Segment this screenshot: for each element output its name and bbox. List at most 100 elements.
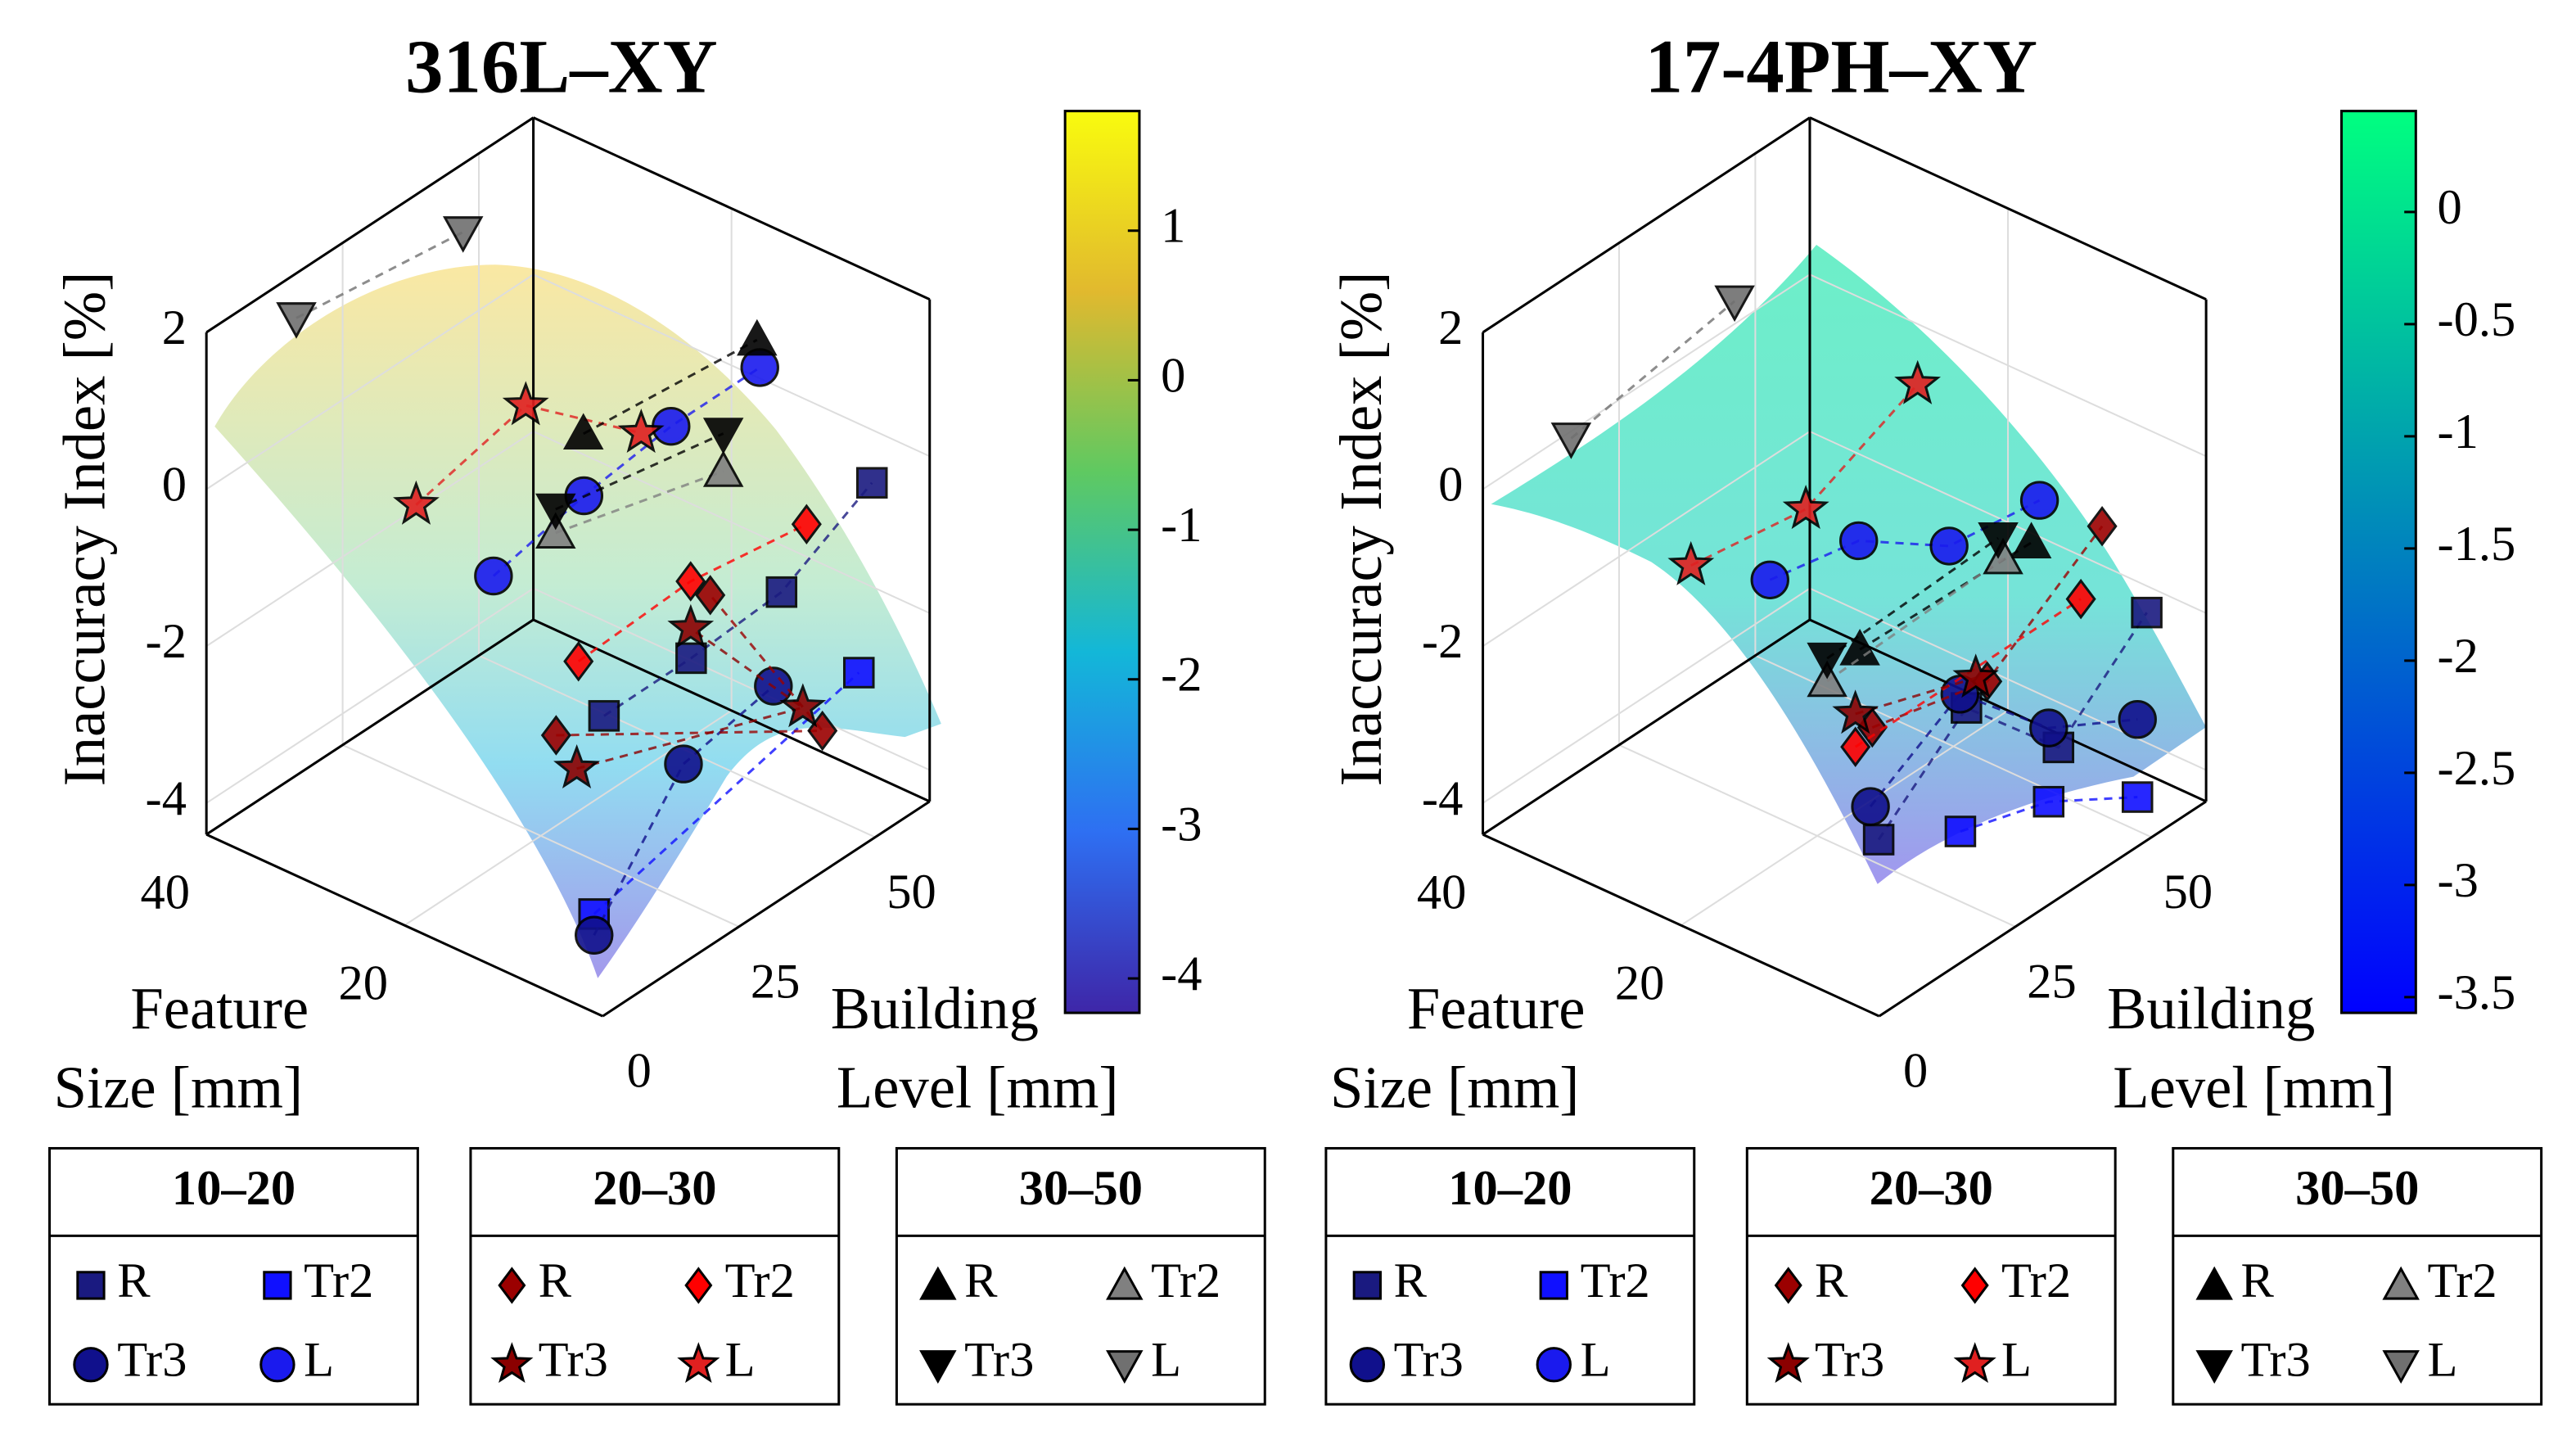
legend-label: R (964, 1254, 998, 1308)
series-line (555, 470, 724, 535)
legend-marker (1536, 1347, 1572, 1383)
legend-marker (919, 1350, 957, 1385)
legend-title: 20–30 (1870, 1161, 1993, 1216)
colorbar-tick-label: 0 (1161, 348, 1185, 403)
z-tick-label: 2 (162, 300, 187, 355)
series-line (555, 432, 724, 511)
data-point (535, 493, 576, 531)
box-edge (532, 116, 931, 300)
data-point (535, 512, 576, 549)
legend-label: Tr3 (1394, 1333, 1464, 1388)
legend-label: L (1151, 1333, 1181, 1388)
series-line (1826, 537, 1999, 660)
legend-label: L (2427, 1333, 2457, 1388)
y-tick-label: 25 (751, 954, 801, 1009)
z-tick-label: 2 (1438, 300, 1463, 355)
z-tick-label: -2 (146, 614, 187, 669)
z-axis-label: Inaccuracy Index [%] (52, 272, 118, 787)
y-axis-label: Building (831, 975, 1039, 1041)
legend-label: Tr2 (1151, 1254, 1220, 1308)
legend-title: 10–20 (1448, 1161, 1572, 1216)
colorbar-tick-label: 1 (1161, 199, 1185, 254)
data-point (2121, 781, 2154, 813)
box-edge (1809, 618, 2207, 803)
data-point (540, 715, 571, 756)
series-line (593, 684, 774, 936)
colorbar-tick-label: -1 (1161, 498, 1202, 553)
x-axis-label: Size [mm] (54, 1055, 303, 1121)
series-line (1826, 557, 2004, 683)
legend-marker (2382, 1266, 2420, 1300)
legend-marker (677, 1342, 720, 1384)
x-tick-label: 20 (339, 956, 389, 1011)
z-tick-label: 0 (1438, 457, 1463, 512)
legend-marker (1766, 1342, 1810, 1384)
y-axis-label: Building (2107, 975, 2315, 1041)
data-point (695, 575, 726, 616)
box-edge (532, 618, 931, 803)
legend-label: Tr3 (539, 1333, 608, 1388)
legend-marker (1953, 1342, 1996, 1384)
x-tick-label: 40 (1417, 865, 1467, 920)
z-tick-label: -4 (1422, 771, 1463, 826)
legend-box (48, 1146, 419, 1406)
colorbar-tick-label: -3 (1161, 797, 1202, 852)
z-tick-label: 0 (162, 457, 187, 512)
data-point (474, 556, 513, 596)
legend-marker (2382, 1350, 2420, 1385)
y-axis-label: Level [mm] (837, 1055, 1119, 1121)
legend-title: 10–20 (172, 1161, 295, 1216)
data-point (575, 915, 614, 955)
legend-label: Tr3 (1815, 1333, 1884, 1388)
fitted-surface (1491, 245, 2207, 884)
data-point (1782, 485, 1829, 530)
legend-label: L (1581, 1333, 1611, 1388)
data-point (1839, 629, 1880, 666)
data-point (1550, 422, 1592, 459)
data-point (2087, 506, 2118, 547)
colorbar-tick-label: -2 (2438, 629, 2479, 684)
colorbar-tick-label: -2 (1161, 648, 1202, 702)
data-point (562, 413, 604, 450)
y-axis-label: Level [mm] (2113, 1055, 2395, 1121)
data-point (617, 409, 665, 454)
series-line (603, 481, 873, 717)
fitted-surface (214, 264, 941, 978)
data-point (442, 216, 484, 253)
legend-label: Tr2 (1581, 1254, 1650, 1308)
legend-label: Tr3 (964, 1333, 1034, 1388)
data-point (1944, 815, 1977, 847)
legend-box (1745, 1146, 2117, 1406)
data-point (1952, 653, 1999, 698)
axis-line (602, 800, 931, 1018)
data-point (791, 504, 822, 544)
data-point (1807, 642, 1847, 680)
y-tick-label: 50 (886, 865, 936, 919)
legend-label: L (725, 1333, 756, 1388)
data-point (2029, 708, 2068, 748)
legend-marker (2195, 1350, 2233, 1385)
data-point (702, 418, 744, 454)
box-edge (1482, 116, 1811, 334)
legend-box (469, 1146, 841, 1406)
colorbar-tick-label: -3.5 (2438, 965, 2516, 1020)
legend-marker (263, 1271, 292, 1300)
axis-line (1878, 800, 2207, 1018)
data-point (2065, 578, 2096, 620)
legend-marker (73, 1347, 109, 1383)
legend-label: Tr2 (304, 1254, 373, 1308)
chart-title: 17-4PH–XY (1645, 25, 2037, 110)
series-line (1869, 693, 2138, 808)
legend-marker (259, 1347, 295, 1383)
data-point (502, 381, 549, 426)
legend-box (2172, 1146, 2543, 1406)
colorbar-tick-label: -2.5 (2438, 741, 2516, 796)
legend-marker (1349, 1347, 1386, 1383)
chart-title: 316L–XY (405, 25, 717, 110)
colorbar-tick-label: -4 (1161, 946, 1202, 1001)
x-tick-label: 40 (140, 865, 190, 920)
x-axis-label: Feature (1407, 975, 1586, 1041)
data-point (563, 641, 594, 682)
legend-label: Tr3 (2240, 1333, 2310, 1388)
